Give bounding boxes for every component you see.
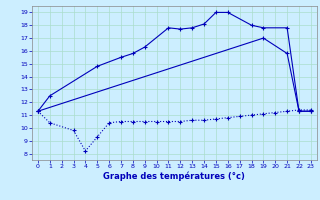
X-axis label: Graphe des températures (°c): Graphe des températures (°c) xyxy=(103,172,245,181)
